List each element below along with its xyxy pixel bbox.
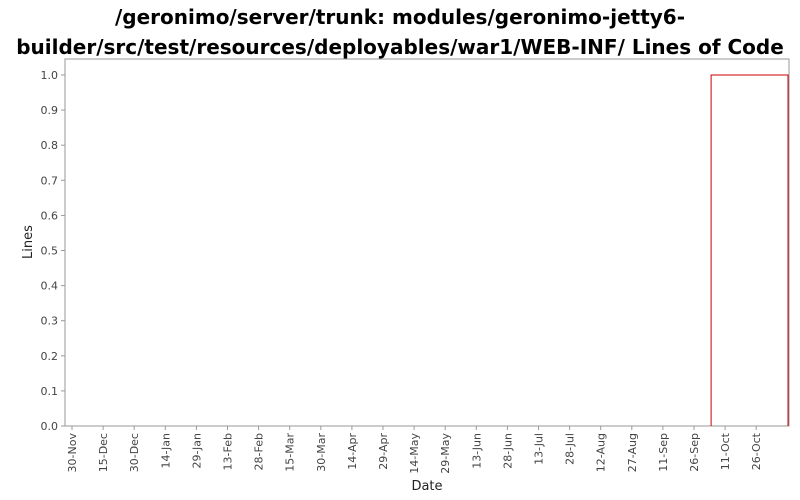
x-tick-label: 30-Dec: [128, 433, 141, 472]
x-tick-label: 15-Dec: [97, 433, 110, 472]
x-tick-label: 26-Sep: [688, 433, 701, 472]
x-tick-label: 29-Apr: [377, 433, 390, 470]
y-tick-label: 0.3: [41, 315, 59, 328]
x-tick-label: 28-Jun: [501, 433, 514, 469]
x-tick-label: 14-Apr: [346, 433, 359, 470]
x-tick-label: 28-Jul: [564, 433, 577, 465]
x-tick-label: 28-Feb: [253, 433, 266, 470]
x-tick-label: 13-Jul: [533, 433, 546, 465]
x-tick-label: 11-Sep: [657, 433, 670, 472]
series-line-0: [710, 74, 789, 426]
x-tick-label: 26-Oct: [750, 432, 763, 470]
x-axis: 30-Nov 15-Dec 30-Dec 14-Jan 29-Jan 13-Feb 28-F…: [66, 426, 763, 474]
x-axis-label: Date: [411, 479, 442, 494]
y-tick-label: 0.8: [41, 139, 59, 152]
x-tick-label: 27-Aug: [626, 433, 639, 472]
x-tick-label: 14-Jan: [159, 433, 172, 469]
chart-title-line-2: builder/src/test/resources/deployables/w…: [16, 35, 784, 59]
plot-background: [64, 58, 790, 427]
x-tick-label: 13-Feb: [222, 433, 235, 470]
x-tick-label: 29-May: [439, 433, 452, 474]
series-layer: [710, 74, 789, 427]
y-axis-label: Lines: [21, 225, 36, 259]
y-tick-label: 0.6: [41, 209, 59, 222]
y-tick-label: 0.1: [41, 385, 59, 398]
x-tick-label: 30-Nov: [66, 433, 79, 473]
y-axis: 0.0 0.1 0.2 0.3 0.4 0.5 0.6 0.7 0.8 0.9 1.0: [41, 69, 65, 433]
y-tick-label: 1.0: [41, 69, 59, 82]
y-tick-label: 0.7: [41, 174, 59, 187]
chart-title-line-1: /geronimo/server/trunk: modules/geronimo…: [114, 5, 686, 29]
chart-title: /geronimo/server/trunk: modules/geronimo…: [0, 2, 800, 62]
x-tick-label: 30-Mar: [315, 433, 328, 472]
x-tick-label: 12-Aug: [595, 433, 608, 472]
y-tick-label: 0.9: [41, 104, 59, 117]
y-tick-label: 0.4: [41, 280, 59, 293]
y-tick-label: 0.5: [41, 245, 59, 258]
y-tick-label: 0.0: [41, 420, 59, 433]
x-tick-label: 13-Jun: [470, 433, 483, 469]
y-tick-label: 0.2: [41, 350, 59, 363]
x-tick-label: 14-May: [408, 433, 421, 474]
x-tick-label: 15-Mar: [284, 433, 297, 472]
x-tick-label: 29-Jan: [190, 433, 203, 469]
x-tick-label: 11-Oct: [719, 432, 732, 470]
